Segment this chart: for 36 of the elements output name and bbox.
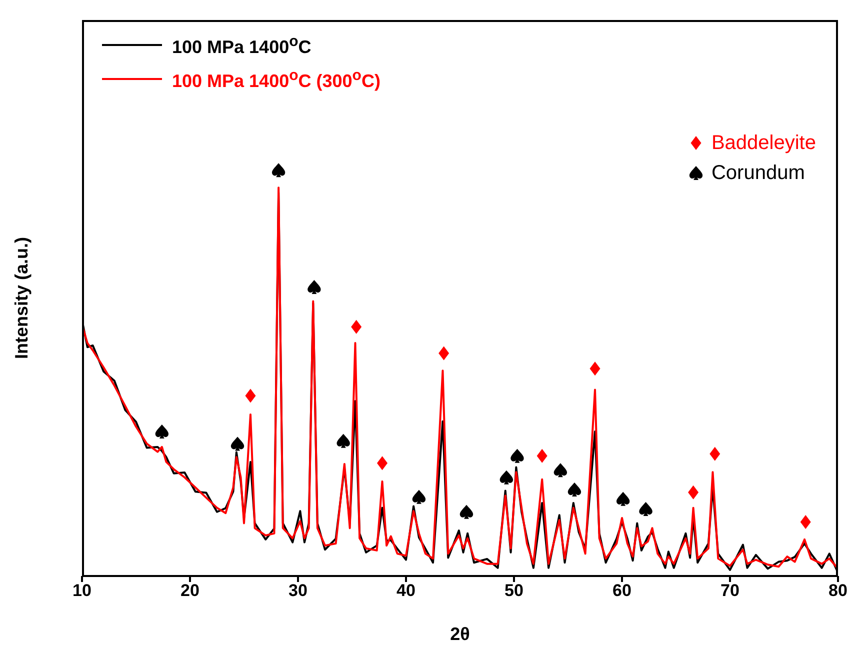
x-axis-title: 2θ <box>450 624 470 644</box>
legend-label: 100 MPa 1400$^{o}$C (300$^{o}$C) <box>172 66 380 92</box>
x-tick-label: 70 <box>720 581 740 600</box>
point <box>639 502 652 516</box>
point <box>230 436 244 451</box>
point <box>272 163 286 178</box>
y-axis-title: Intensity (a.u.) <box>12 236 32 360</box>
x-tick-label: 20 <box>180 581 200 600</box>
point <box>554 463 568 478</box>
point <box>308 280 321 294</box>
x-tick-label: 50 <box>504 581 524 600</box>
point <box>568 482 582 497</box>
point <box>412 490 426 504</box>
x-tick-label: 30 <box>288 581 308 600</box>
legend-label: Corundum <box>711 162 805 184</box>
point <box>510 448 524 463</box>
point <box>500 470 514 484</box>
point <box>155 424 169 439</box>
point <box>438 346 450 360</box>
point <box>536 448 548 463</box>
x-tick-label: 60 <box>612 581 632 600</box>
point <box>710 446 720 461</box>
point <box>336 434 350 448</box>
point <box>351 320 362 334</box>
point <box>590 362 600 376</box>
x-tick-label: 40 <box>396 581 416 600</box>
point <box>800 515 811 530</box>
legend-label: Baddeleyite <box>711 132 816 154</box>
point <box>616 492 630 506</box>
point <box>688 485 699 500</box>
point <box>245 388 256 403</box>
legend-label: 100 MPa 1400$^{o}$C <box>172 32 312 58</box>
point <box>376 456 388 470</box>
x-tick-label: 10 <box>72 581 92 600</box>
point <box>460 504 474 519</box>
x-tick-label: 80 <box>828 581 848 600</box>
